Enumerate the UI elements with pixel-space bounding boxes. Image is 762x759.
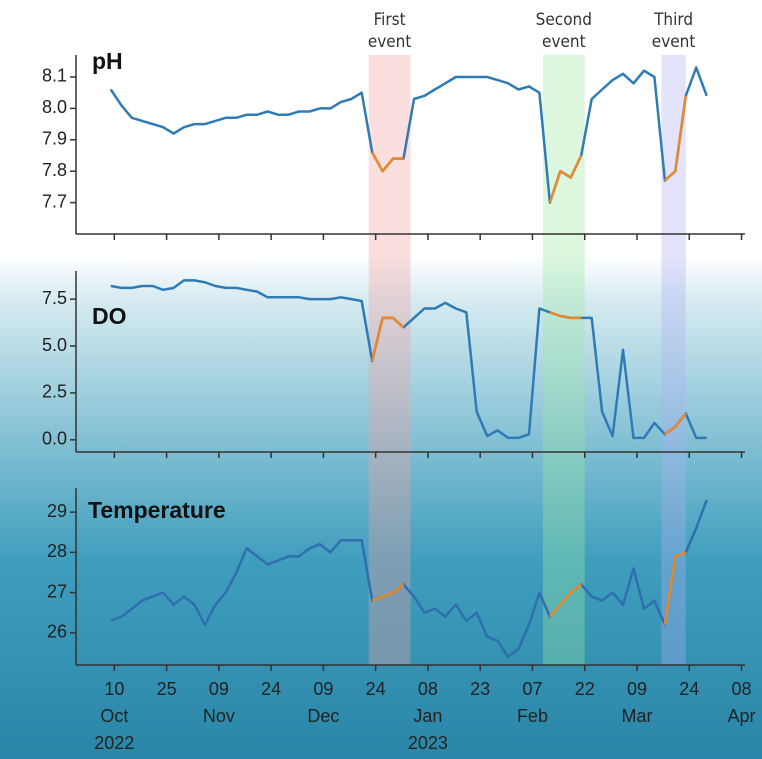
x-tick-label: 08 <box>732 679 752 699</box>
y-tick-label: 8.1 <box>42 66 67 86</box>
y-tick-label: 29 <box>47 501 67 521</box>
x-month-label: Dec <box>307 706 339 726</box>
x-month-label: Jan <box>413 706 442 726</box>
y-tick-label: 7.5 <box>42 288 67 308</box>
x-tick-label: 22 <box>575 679 595 699</box>
y-tick-label: 7.9 <box>42 129 67 149</box>
x-tick-label: 09 <box>209 679 229 699</box>
x-tick-label: 24 <box>366 679 386 699</box>
y-tick-label: 7.7 <box>42 191 67 211</box>
y-tick-label: 5.0 <box>42 335 67 355</box>
event-line <box>370 311 687 436</box>
y-tick-label: 2.5 <box>42 382 67 402</box>
x-month-label: Oct <box>100 706 128 726</box>
x-tick-label: 23 <box>470 679 490 699</box>
panel-title: DO <box>92 303 127 329</box>
x-tick-label: 10 <box>104 679 124 699</box>
event-band <box>542 55 585 665</box>
data-line <box>110 499 708 659</box>
event-line <box>371 551 687 625</box>
x-tick-label: 24 <box>261 679 281 699</box>
y-tick-label: 28 <box>47 541 67 561</box>
event-label: Second <box>536 10 592 30</box>
y-tick-label: 7.8 <box>42 160 67 180</box>
event-label: Third <box>653 10 693 30</box>
panel-title: pH <box>92 48 123 74</box>
x-tick-label: 25 <box>157 679 177 699</box>
x-month-label: Feb <box>517 706 548 726</box>
event-line <box>371 95 688 203</box>
x-year-label: 2023 <box>408 733 448 753</box>
x-tick-label: 09 <box>313 679 333 699</box>
x-month-label: Mar <box>621 706 652 726</box>
data-line <box>110 279 707 440</box>
x-month-label: Nov <box>203 706 235 726</box>
x-tick-label: 08 <box>418 679 438 699</box>
x-tick-label: 09 <box>627 679 647 699</box>
y-tick-label: 0.0 <box>42 429 67 449</box>
event-label: event <box>368 32 412 52</box>
event-label: event <box>542 32 586 52</box>
x-tick-label: 24 <box>679 679 699 699</box>
y-tick-label: 27 <box>47 581 67 601</box>
event-label: First <box>374 10 406 30</box>
x-month-label: Apr <box>728 706 756 726</box>
y-tick-label: 26 <box>47 622 67 642</box>
y-tick-label: 8.0 <box>42 97 67 117</box>
event-band <box>368 55 411 665</box>
event-label: event <box>652 32 696 52</box>
x-year-label: 2022 <box>94 733 134 753</box>
panel-title: Temperature <box>88 497 226 523</box>
data-line <box>109 66 708 204</box>
x-tick-label: 07 <box>522 679 542 699</box>
